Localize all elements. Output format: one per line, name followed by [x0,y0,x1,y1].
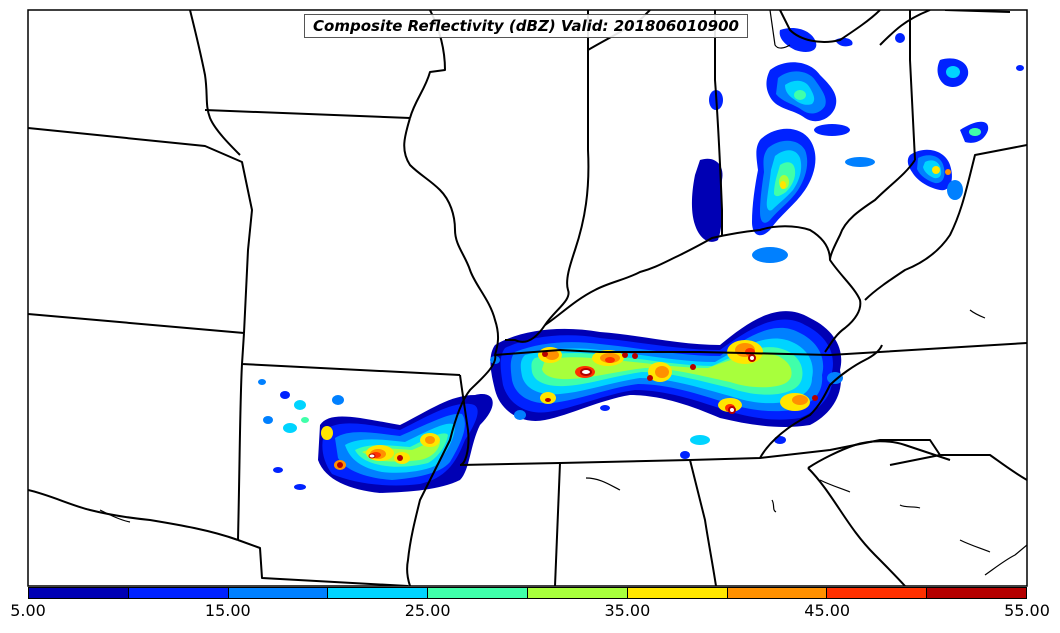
boundary-indiana-ohio [714,10,723,235]
boundary-oklahoma-north [241,332,461,376]
colorbar-segment [727,588,828,598]
boundary-ohio-wv [829,159,916,261]
colorbar-segment [128,588,229,598]
colorbar-tick-label: 55.00 [1004,601,1050,620]
reflectivity-echoes [258,28,1024,493]
boundary-sc-nc [889,454,1027,481]
boundary-arkansas-east [459,374,470,466]
boundary-arkansas-west [237,363,243,541]
state-boundaries [28,10,1027,586]
boundary-wv-va [864,144,1027,301]
boundary-indiana-west [505,10,590,343]
colorbar-tick-label: 25.00 [404,601,451,620]
boundary-mississippi-river [403,117,499,586]
colorbar-segment [228,588,329,598]
boundary-kentucky-tennessee [494,342,1027,356]
boundary-georgia-sc-river [807,467,906,586]
boundary-iowa-missouri-river [189,10,241,156]
boundary-kansas-missouri [28,127,253,334]
colorbar-segment [627,588,728,598]
echo-cluster-arkansas [258,379,493,493]
map-frame [27,9,1028,587]
echo-cluster-ohio-indiana [691,28,1024,263]
boundary-tennessee-south [459,439,941,466]
colorbar-segment [827,588,928,598]
colorbar-segment [927,588,1026,598]
boundary-virginia-nc [759,344,883,459]
colorbar-tick-label: 5.00 [10,601,46,620]
boundary-missouri-north [204,109,411,119]
colorbar-tick-label: 45.00 [804,601,851,620]
colorbar-tick-label: 35.00 [604,601,651,620]
colorbar-tick-label: 15.00 [204,601,251,620]
map-title: Composite Reflectivity (dBZ) Valid: 2018… [304,14,748,38]
boundary-mississippi-alabama [554,462,561,586]
colorbar-segment [428,588,528,598]
colorbar-segment [328,588,429,598]
boundary-ohio-river [544,225,862,353]
echo-cluster-kentucky-tennessee [490,311,843,459]
coastline-detail [99,10,1027,576]
boundary-georgia-sc [807,440,951,469]
boundary-alabama-georgia [689,459,717,586]
colorbar-segment [29,588,129,598]
colorbar-segment [527,588,628,598]
boundary-nebraska-kansas [28,313,245,334]
boundary-michigan-ohio [779,10,881,43]
boundary-oklahoma-texas-river [28,489,239,541]
boundary-lake-erie [879,10,931,46]
boundary-ohio-pa [909,10,916,161]
reflectivity-colorbar [28,587,1027,599]
boundary-louisiana-north [237,539,409,586]
